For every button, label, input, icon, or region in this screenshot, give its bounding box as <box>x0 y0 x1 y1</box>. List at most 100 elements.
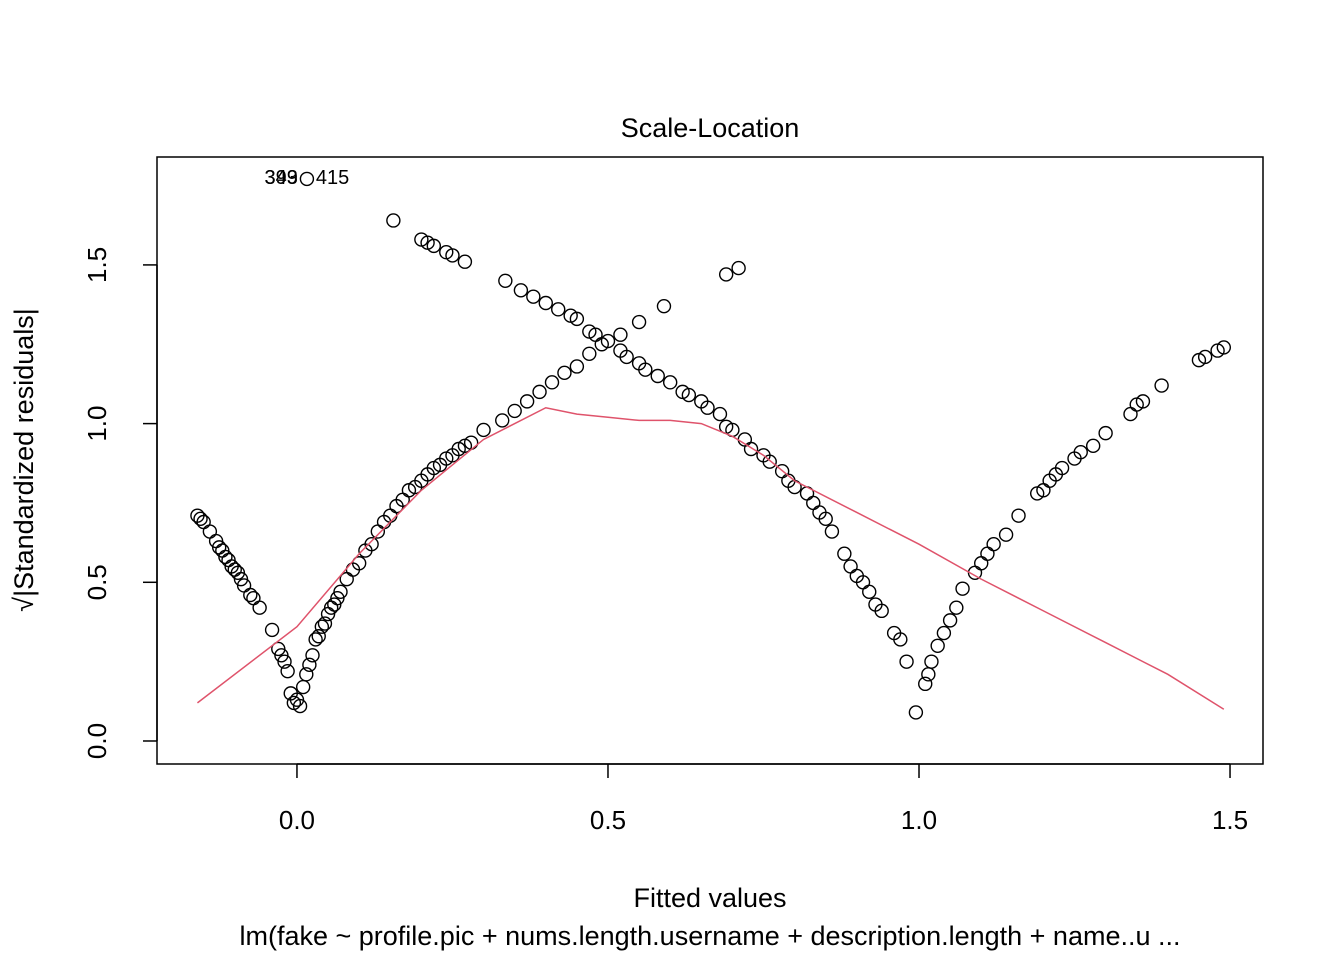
point <box>557 365 572 381</box>
point <box>613 327 628 342</box>
point <box>824 524 840 539</box>
point <box>426 238 442 254</box>
point <box>519 394 535 409</box>
point <box>1054 460 1070 476</box>
point <box>974 556 989 571</box>
point <box>619 349 634 365</box>
point <box>924 654 939 669</box>
point <box>243 587 258 603</box>
point <box>899 654 914 669</box>
x-axis-label: Fitted values <box>633 883 786 913</box>
point <box>837 546 852 561</box>
point <box>743 441 759 457</box>
point <box>513 283 529 298</box>
plot-frame <box>156 156 1264 765</box>
point <box>526 289 541 304</box>
point <box>193 511 208 527</box>
point <box>507 403 522 419</box>
point-label: 393 <box>265 167 298 189</box>
point <box>681 387 697 403</box>
point <box>843 559 858 574</box>
point <box>936 625 952 641</box>
y-tick-label: 1.5 <box>82 247 112 283</box>
point <box>202 524 218 539</box>
point <box>227 562 242 577</box>
point <box>1216 340 1232 355</box>
smooth-line <box>196 406 1225 710</box>
point <box>908 705 924 720</box>
point <box>762 454 777 469</box>
point <box>582 346 597 361</box>
point <box>949 600 964 615</box>
point <box>1135 394 1151 409</box>
point <box>806 495 821 511</box>
point <box>731 260 746 276</box>
point <box>544 375 560 390</box>
point <box>295 679 311 695</box>
point <box>351 556 367 571</box>
point <box>930 638 945 653</box>
x-tick-label: 0.5 <box>590 805 626 835</box>
point <box>264 622 280 638</box>
point <box>980 546 995 561</box>
point <box>252 600 267 615</box>
y-tick-label: 0.5 <box>82 564 112 600</box>
point <box>277 654 292 669</box>
point <box>1098 425 1113 441</box>
point-label: 415 <box>316 167 349 189</box>
point <box>299 171 315 187</box>
point <box>986 537 1001 552</box>
subtitle: lm(fake ~ profile.pic + nums.length.user… <box>239 921 1180 951</box>
point <box>718 267 734 282</box>
point <box>333 584 348 600</box>
point <box>370 524 386 539</box>
point <box>532 384 547 400</box>
point <box>308 632 323 647</box>
point <box>457 254 473 269</box>
point <box>538 295 553 311</box>
chart-title: Scale-Location <box>621 113 800 143</box>
point <box>569 311 585 327</box>
point <box>311 629 326 644</box>
x-tick-label: 1.0 <box>901 805 937 835</box>
y-tick-label: 0.0 <box>82 723 112 759</box>
point <box>1123 406 1138 422</box>
point <box>476 422 491 438</box>
point <box>495 413 510 428</box>
point <box>569 359 585 374</box>
point <box>662 375 678 390</box>
point <box>498 273 513 288</box>
point <box>862 584 877 600</box>
point <box>302 657 317 673</box>
point <box>551 302 566 317</box>
point <box>1154 378 1169 393</box>
point <box>712 406 728 422</box>
point <box>445 248 460 263</box>
point <box>874 603 889 619</box>
point <box>656 298 672 314</box>
point <box>1073 444 1088 460</box>
point <box>918 676 933 692</box>
point <box>818 511 833 527</box>
point <box>942 613 958 628</box>
point-label: 349 <box>265 167 298 189</box>
point <box>246 590 261 606</box>
x-tick-label: 0.0 <box>279 805 315 835</box>
y-tick-label: 1.0 <box>82 406 112 442</box>
point <box>1197 349 1213 365</box>
point <box>305 648 320 663</box>
point <box>1011 508 1026 523</box>
point <box>299 667 314 682</box>
y-axis-label: √|Standardized residuals| <box>9 308 39 612</box>
x-tick-label: 1.5 <box>1212 805 1248 835</box>
point <box>1085 438 1101 454</box>
point <box>631 314 647 330</box>
point <box>700 400 715 415</box>
point <box>317 616 333 631</box>
point <box>893 632 908 647</box>
point <box>386 213 401 228</box>
point <box>280 663 295 679</box>
point <box>638 362 653 377</box>
point <box>600 333 616 349</box>
